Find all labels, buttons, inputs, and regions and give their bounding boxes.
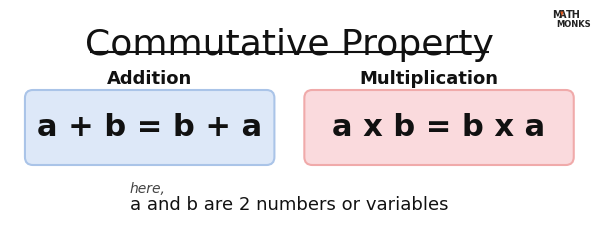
Text: a x b = b x a: a x b = b x a (332, 113, 545, 142)
Text: Multiplication: Multiplication (359, 70, 499, 88)
Polygon shape (560, 12, 563, 16)
Text: MONKS: MONKS (556, 20, 590, 29)
FancyBboxPatch shape (25, 90, 274, 165)
Text: a + b = b + a: a + b = b + a (37, 113, 262, 142)
Text: Addition: Addition (107, 70, 193, 88)
FancyBboxPatch shape (304, 90, 574, 165)
Text: here,: here, (130, 182, 166, 196)
Text: Commutative Property: Commutative Property (85, 28, 494, 62)
Text: M: M (552, 10, 562, 20)
Text: A: A (559, 10, 566, 20)
Text: TH: TH (566, 10, 581, 20)
Text: a and b are 2 numbers or variables: a and b are 2 numbers or variables (130, 196, 448, 214)
